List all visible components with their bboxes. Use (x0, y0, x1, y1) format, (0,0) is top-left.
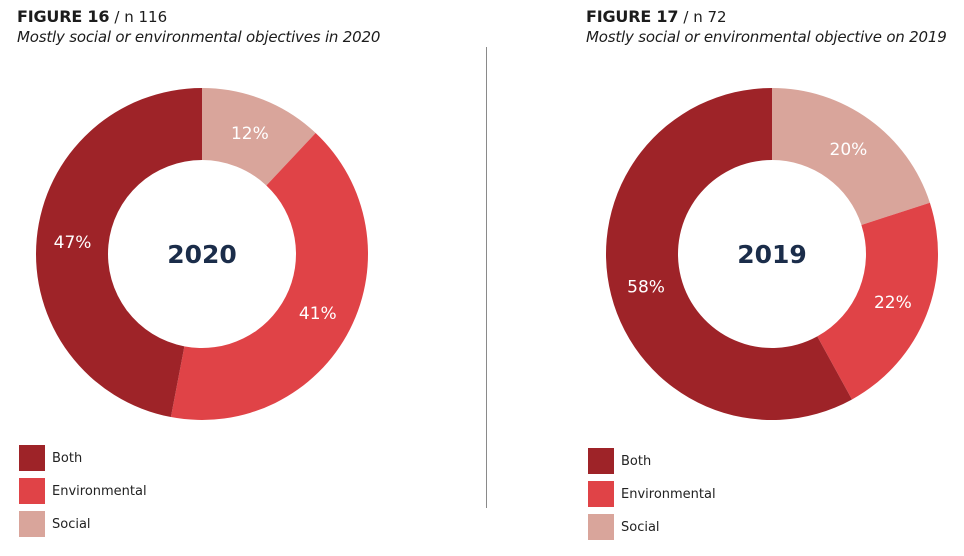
legend-swatch-social (588, 514, 614, 540)
legend-item-social: Social (588, 511, 716, 543)
legend-swatch-social (19, 511, 45, 537)
legend-label: Environmental (52, 483, 147, 499)
legend-label: Social (621, 519, 660, 535)
legend: Both Environmental Social (19, 442, 147, 541)
center-year-label: 2019 (737, 240, 807, 269)
data-label-both: 58% (627, 277, 665, 297)
legend-label: Environmental (621, 486, 716, 502)
legend-item-environmental: Environmental (19, 475, 147, 507)
legend-item-both: Both (588, 445, 716, 477)
figure-number: FIGURE 17 (586, 7, 679, 26)
donut-chart-2020: 12% 41% 47% 2020 (35, 87, 368, 420)
slice-both (35, 87, 203, 418)
slice-social (202, 88, 316, 186)
legend-swatch-environmental (588, 481, 614, 507)
legend-swatch-both (19, 445, 45, 471)
data-label-social: 12% (231, 124, 269, 144)
data-label-environmental: 22% (874, 293, 912, 313)
figure-number: FIGURE 16 (17, 7, 110, 26)
legend-label: Both (621, 453, 652, 469)
figure-subtitle: Mostly social or environmental objective… (586, 28, 947, 46)
slice-environmental (817, 202, 938, 400)
legend-item-environmental: Environmental (588, 478, 716, 510)
sample-size: / n 116 (114, 8, 168, 26)
legend-item-social: Social (19, 508, 147, 540)
slice-social (772, 88, 930, 225)
data-label-social: 20% (830, 140, 868, 160)
slice-both (605, 88, 852, 420)
figure-17: FIGURE 17 / n 72 Mostly social or enviro… (570, 0, 964, 556)
legend-label: Social (52, 516, 91, 532)
legend-swatch-both (588, 448, 614, 474)
legend-item-both: Both (19, 442, 147, 474)
donut-chart-2019: 20% 22% 58% 2019 (605, 88, 938, 420)
figure-17-header: FIGURE 17 / n 72 Mostly social or enviro… (586, 7, 947, 46)
legend-label: Both (52, 450, 83, 466)
legend-swatch-environmental (19, 478, 45, 504)
slice-environmental (170, 132, 368, 420)
figure-16: FIGURE 16 / n 116 Mostly social or envir… (0, 0, 480, 556)
divider (486, 47, 487, 508)
legend: Both Environmental Social (588, 445, 716, 544)
data-label-both: 47% (54, 233, 92, 253)
figure-subtitle: Mostly social or environmental objective… (17, 28, 381, 46)
center-year-label: 2020 (167, 240, 237, 269)
data-label-environmental: 41% (299, 304, 337, 324)
figure-16-header: FIGURE 16 / n 116 Mostly social or envir… (17, 7, 380, 46)
sample-size: / n 72 (683, 8, 727, 26)
